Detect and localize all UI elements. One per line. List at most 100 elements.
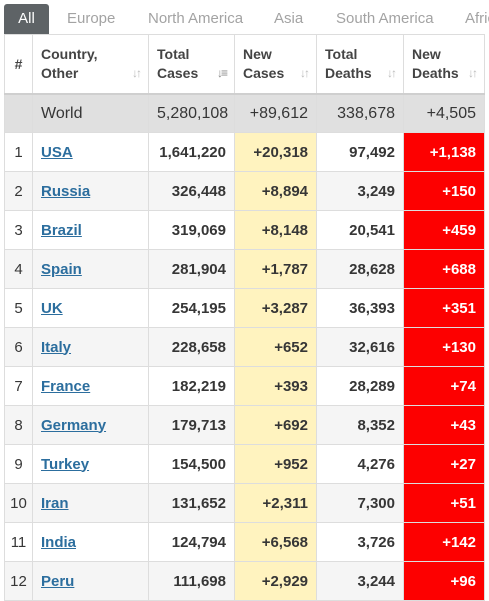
header-number[interactable]: #	[4, 34, 33, 95]
new-deaths-cell: +142	[403, 522, 485, 562]
new-deaths-cell: +27	[403, 444, 485, 484]
total-cases-cell: 1,641,220	[148, 132, 235, 172]
new-deaths-cell: +96	[403, 561, 485, 601]
total-cases-cell: 319,069	[148, 210, 235, 250]
sort-arrows-icon[interactable]: ↓↑	[468, 66, 478, 80]
country-link[interactable]: Spain	[41, 260, 82, 278]
new-deaths-cell: +51	[403, 483, 485, 523]
table-row: 7 France 182,219 +393 28,289 +74	[4, 366, 485, 406]
tab-africa[interactable]: Africa	[465, 10, 489, 27]
header-new-cases[interactable]: New Cases ↓↑	[234, 34, 317, 95]
table-row: 3 Brazil 319,069 +8,148 20,541 +459	[4, 210, 485, 250]
row-index: 3	[4, 210, 33, 250]
country-cell: Brazil	[32, 210, 149, 250]
country-cell: Iran	[32, 483, 149, 523]
header-total-deaths[interactable]: Total Deaths ↓↑	[316, 34, 404, 95]
header-new-deaths[interactable]: New Deaths ↓↑	[403, 34, 485, 95]
new-cases-cell: +393	[234, 366, 317, 406]
table-row: 9 Turkey 154,500 +952 4,276 +27	[4, 444, 485, 484]
row-index: 6	[4, 327, 33, 367]
country-link[interactable]: Turkey	[41, 455, 90, 473]
table-row: 1 USA 1,641,220 +20,318 97,492 +1,138	[4, 132, 485, 172]
table-row: 2 Russia 326,448 +8,894 3,249 +150	[4, 171, 485, 211]
new-deaths-cell: +43	[403, 405, 485, 445]
total-deaths-cell: 20,541	[316, 210, 404, 250]
country-link[interactable]: USA	[41, 143, 73, 161]
row-index: 2	[4, 171, 33, 211]
country-link[interactable]: Germany	[41, 416, 107, 434]
row-index: 8	[4, 405, 33, 445]
new-cases-cell: +2,929	[234, 561, 317, 601]
total-cases-cell: 124,794	[148, 522, 235, 562]
country-cell: India	[32, 522, 149, 562]
country-cell: Turkey	[32, 444, 149, 484]
world-row: World 5,280,108 +89,612 338,678 +4,505	[4, 93, 485, 133]
total-deaths-cell: 4,276	[316, 444, 404, 484]
country-link[interactable]: Brazil	[41, 221, 82, 239]
tab-south-america[interactable]: South America	[336, 10, 434, 27]
header-country-label: Country, Other	[41, 46, 98, 81]
header-total-cases[interactable]: Total Cases ↓≡	[148, 34, 235, 95]
country-cell: UK	[32, 288, 149, 328]
table-row: 5 UK 254,195 +3,287 36,393 +351	[4, 288, 485, 328]
table-row: 8 Germany 179,713 +692 8,352 +43	[4, 405, 485, 445]
new-cases-cell: +20,318	[234, 132, 317, 172]
country-cell: France	[32, 366, 149, 406]
total-cases-cell: 111,698	[148, 561, 235, 601]
header-country[interactable]: Country, Other ↓↑	[32, 34, 149, 95]
world-total-deaths: 338,678	[316, 93, 404, 133]
tab-europe[interactable]: Europe	[67, 10, 116, 27]
sort-arrows-icon[interactable]: ↓↑	[300, 66, 310, 80]
country-link[interactable]: Iran	[41, 494, 69, 512]
total-deaths-cell: 32,616	[316, 327, 404, 367]
table-row: 4 Spain 281,904 +1,787 28,628 +688	[4, 249, 485, 289]
new-cases-cell: +3,287	[234, 288, 317, 328]
sort-arrows-icon[interactable]: ↓↑	[132, 66, 142, 80]
total-deaths-cell: 3,244	[316, 561, 404, 601]
world-new-cases: +89,612	[234, 93, 317, 133]
country-link[interactable]: Russia	[41, 182, 91, 200]
tab-all[interactable]: All	[4, 4, 49, 34]
header-total-deaths-label: Total Deaths	[325, 46, 372, 81]
new-deaths-cell: +150	[403, 171, 485, 211]
country-cell: Peru	[32, 561, 149, 601]
header-new-deaths-label: New Deaths	[412, 46, 459, 81]
new-deaths-cell: +130	[403, 327, 485, 367]
total-deaths-cell: 36,393	[316, 288, 404, 328]
sort-descending-icon[interactable]: ↓≡	[216, 66, 228, 80]
new-deaths-cell: +351	[403, 288, 485, 328]
country-link[interactable]: UK	[41, 299, 63, 317]
country-link[interactable]: France	[41, 377, 91, 395]
new-deaths-cell: +459	[403, 210, 485, 250]
sort-arrows-icon[interactable]: ↓↑	[387, 66, 397, 80]
new-cases-cell: +8,148	[234, 210, 317, 250]
row-index: 1	[4, 132, 33, 172]
table-header-row: # Country, Other ↓↑ Total Cases ↓≡ New Case…	[4, 34, 485, 95]
row-index: 10	[4, 483, 33, 523]
country-cell: Russia	[32, 171, 149, 211]
world-index	[4, 93, 33, 133]
country-cell: Italy	[32, 327, 149, 367]
total-cases-cell: 131,652	[148, 483, 235, 523]
row-index: 11	[4, 522, 33, 562]
region-tabs: All Europe North America Asia South Amer…	[0, 0, 489, 34]
row-index: 12	[4, 561, 33, 601]
new-cases-cell: +1,787	[234, 249, 317, 289]
new-cases-cell: +2,311	[234, 483, 317, 523]
table-row: 6 Italy 228,658 +652 32,616 +130	[4, 327, 485, 367]
new-cases-cell: +692	[234, 405, 317, 445]
table-row: 12 Peru 111,698 +2,929 3,244 +96	[4, 561, 485, 601]
country-link[interactable]: India	[41, 533, 77, 551]
table-row: 10 Iran 131,652 +2,311 7,300 +51	[4, 483, 485, 523]
total-cases-cell: 154,500	[148, 444, 235, 484]
world-country: World	[32, 93, 149, 133]
country-cell: Germany	[32, 405, 149, 445]
country-link[interactable]: Italy	[41, 338, 72, 356]
total-cases-cell: 254,195	[148, 288, 235, 328]
tab-north-america[interactable]: North America	[148, 10, 244, 27]
tab-asia[interactable]: Asia	[274, 10, 304, 27]
country-link[interactable]: Peru	[41, 572, 75, 590]
new-cases-cell: +8,894	[234, 171, 317, 211]
total-cases-cell: 326,448	[148, 171, 235, 211]
covid-stats-table: # Country, Other ↓↑ Total Cases ↓≡ New Case…	[4, 34, 485, 601]
